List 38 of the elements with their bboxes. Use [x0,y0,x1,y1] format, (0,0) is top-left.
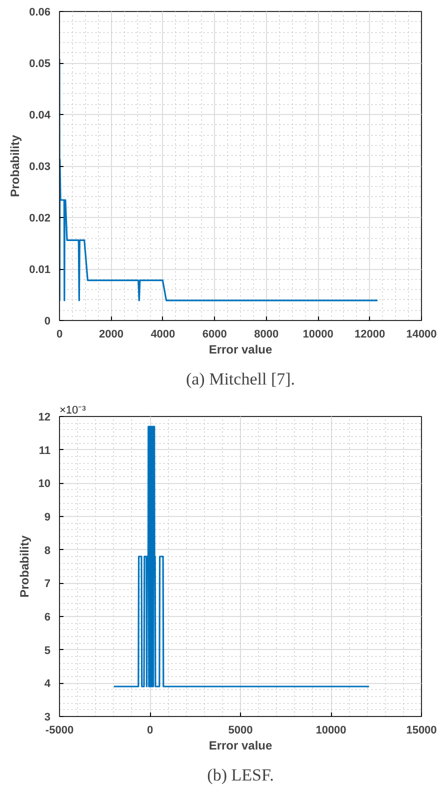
y-tick-label: 0.04 [29,110,52,122]
x-tick-label: 0 [56,328,63,340]
y-tick-label: 4 [44,678,52,690]
y-tick-label: 11 [38,444,51,457]
y-tick-label: 12 [38,412,51,424]
x-axis-title: Error value [208,342,273,356]
y-axis-title: Probability [8,134,22,198]
y-tick-label: 8 [44,544,51,557]
x-tick-label: 14000 [406,328,437,340]
y-tick-label: 0.03 [29,161,51,173]
y-tick-label: 5 [44,644,51,657]
x-tick-label: 2000 [98,328,124,340]
text: (b) LESF. [207,766,274,784]
x-tick-label: 10000 [302,328,334,340]
y-tick-label: 7 [44,578,51,590]
annotation: ×10⁻³ [60,404,86,416]
x-tick-label: 6000 [202,328,227,340]
y-tick-label: 0.06 [29,6,51,18]
y-tick-label: 0.05 [29,58,51,70]
x-tick-label: 15000 [406,724,437,736]
x-tick-label: 5000 [228,724,253,736]
y-tick-label: 3 [44,712,51,724]
y-tick-label: 10 [38,478,51,490]
y-tick-label: 0.01 [29,264,51,276]
x-tick-label: 12000 [354,328,386,340]
text: (a) Mitchell [7]. [186,370,296,388]
x-tick-label: 0 [146,724,154,736]
line-series [60,58,378,302]
y-axis-title: Probability [17,535,32,598]
x-tick-label: -5000 [45,724,74,736]
x-tick-label: 8000 [254,328,279,340]
y-tick-label: 9 [44,512,51,524]
x-tick-label: 10000 [316,724,346,736]
x-axis-title: Error value [208,738,273,752]
y-tick-label: 6 [44,612,51,624]
y-tick-label: 0 [44,316,51,328]
x-tick-label: 4000 [150,328,176,340]
y-tick-label: 0.02 [29,212,51,224]
